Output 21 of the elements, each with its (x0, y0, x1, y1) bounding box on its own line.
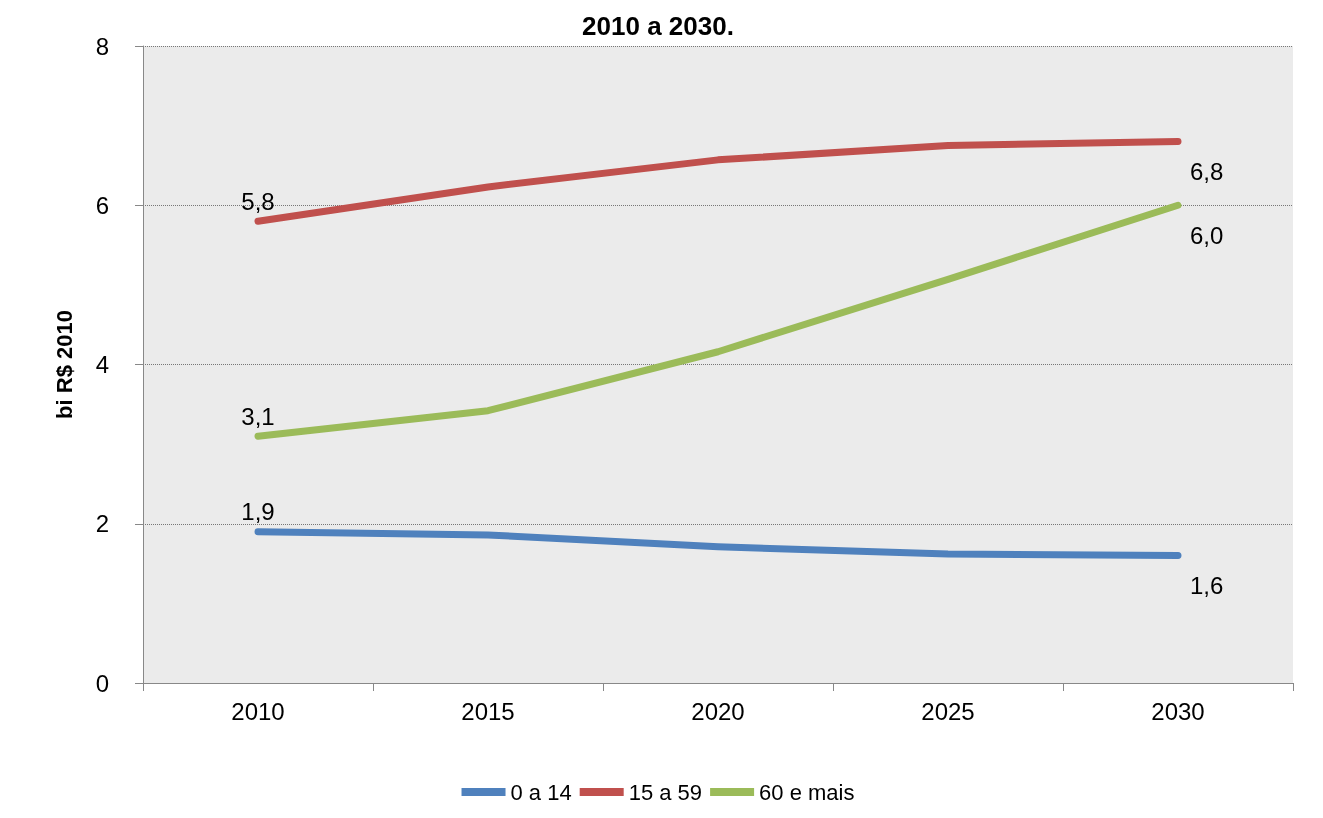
legend-label: 60 e mais (759, 779, 855, 805)
x-tick-label: 2010 (231, 697, 285, 725)
y-tick-label: 8 (95, 32, 109, 60)
y-tick-label: 6 (95, 191, 109, 219)
chart-title: 2010 a 2030. (582, 11, 734, 41)
data-label: 1,9 (241, 498, 275, 526)
x-tick-label: 2025 (921, 697, 975, 725)
x-tick-label: 2015 (461, 697, 515, 725)
data-label: 6,8 (1190, 158, 1224, 186)
data-label: 1,6 (1190, 572, 1224, 600)
y-tick-label: 2 (95, 510, 109, 538)
data-label: 3,1 (241, 402, 275, 430)
y-axis-title: bi R$ 2010 (51, 310, 77, 419)
x-tick-label: 2030 (1151, 697, 1205, 725)
x-tick-label: 2020 (691, 697, 745, 725)
data-label: 6,0 (1190, 221, 1224, 249)
legend-label: 15 a 59 (628, 779, 703, 805)
y-tick-label: 0 (95, 669, 109, 697)
y-tick-label: 4 (95, 351, 109, 378)
data-label: 5,8 (241, 187, 275, 215)
legend-label: 0 a 14 (510, 779, 572, 805)
